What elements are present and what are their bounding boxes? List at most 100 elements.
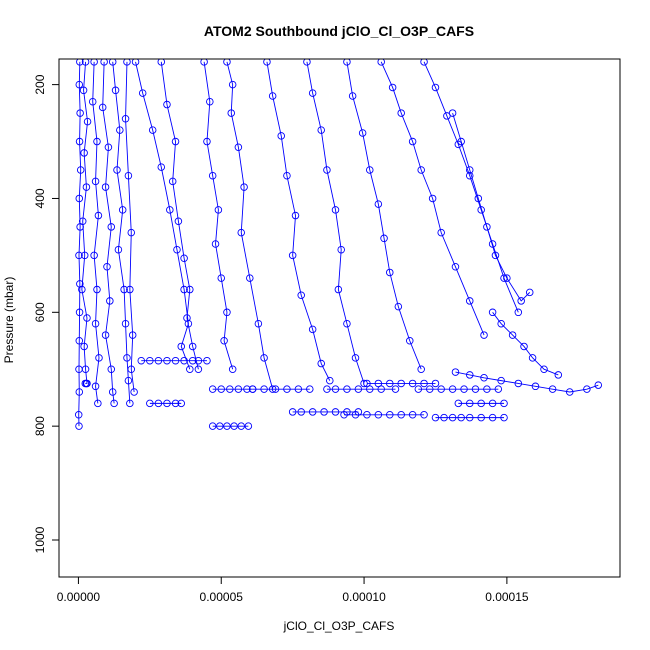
data-point <box>420 379 428 388</box>
data-point <box>374 200 383 208</box>
data-point <box>120 285 128 294</box>
data-point <box>488 399 497 408</box>
data-point <box>243 385 251 393</box>
data-point <box>208 422 217 430</box>
data-point <box>214 206 223 214</box>
data-point <box>88 97 97 106</box>
data-point <box>217 385 225 393</box>
data-point <box>303 59 311 66</box>
data-point <box>340 411 348 419</box>
profile-series <box>488 308 563 379</box>
data-point <box>206 97 214 106</box>
data-point <box>260 385 268 393</box>
data-point <box>227 109 235 117</box>
data-point <box>168 177 177 186</box>
profile-series <box>448 109 534 305</box>
data-point <box>223 308 231 317</box>
data-point <box>114 245 123 254</box>
data-point <box>75 194 84 203</box>
data-point <box>386 268 394 277</box>
data-point <box>374 411 383 419</box>
data-point <box>174 217 183 225</box>
profile-series <box>303 59 368 388</box>
data-point <box>386 411 394 419</box>
data-point <box>408 411 417 419</box>
data-point <box>554 371 563 379</box>
data-point <box>331 408 340 416</box>
data-point <box>148 126 157 134</box>
data-point <box>208 385 217 393</box>
data-point <box>82 379 91 388</box>
data-point <box>83 314 91 322</box>
data-point <box>93 285 101 294</box>
data-point <box>457 137 465 146</box>
data-point <box>94 211 103 220</box>
data-point <box>177 399 185 408</box>
y-axis: 200 400 600 800 1000 <box>33 74 60 553</box>
data-point <box>95 354 103 362</box>
y-tick-label: 1000 <box>33 526 47 553</box>
data-point <box>78 217 87 225</box>
data-point <box>234 385 243 393</box>
data-point <box>308 89 317 97</box>
data-point <box>91 177 100 186</box>
data-point <box>391 385 400 393</box>
data-point <box>246 274 254 282</box>
data-point <box>514 379 523 388</box>
profile-series <box>323 385 400 393</box>
data-point <box>111 86 120 95</box>
data-point <box>466 297 474 305</box>
data-point <box>163 356 171 365</box>
x-axis: 0.00000 0.00005 0.00010 0.00015 <box>57 576 529 604</box>
data-point <box>75 308 84 317</box>
data-point <box>457 413 465 422</box>
profile-series <box>340 411 428 419</box>
data-point <box>123 59 131 66</box>
data-point <box>263 59 271 66</box>
data-point <box>101 183 110 191</box>
data-point <box>130 388 138 396</box>
data-point <box>75 137 84 146</box>
data-point <box>420 59 428 66</box>
data-point <box>351 354 360 362</box>
data-point <box>171 137 180 146</box>
data-point <box>358 129 367 137</box>
data-point <box>90 251 98 260</box>
data-point <box>98 103 107 112</box>
data-point <box>437 385 445 393</box>
data-point <box>394 302 403 311</box>
data-point <box>480 331 488 339</box>
data-point <box>180 254 188 262</box>
data-point <box>497 376 505 385</box>
data-point <box>146 356 154 365</box>
data-point <box>173 245 181 254</box>
profile-series <box>98 59 118 408</box>
profile-series <box>208 422 253 430</box>
data-point <box>397 411 405 419</box>
x-tick-label: 0.00015 <box>485 590 529 604</box>
data-point <box>291 211 300 220</box>
profile-line <box>160 61 199 370</box>
data-point <box>448 385 457 393</box>
data-point <box>75 337 84 345</box>
profile-series <box>200 59 237 373</box>
data-point <box>194 356 203 365</box>
data-point <box>234 143 243 151</box>
data-point <box>408 137 417 146</box>
data-point <box>477 413 485 422</box>
profile-line <box>306 61 365 384</box>
data-point <box>431 83 440 92</box>
data-point <box>163 399 171 408</box>
data-point <box>488 308 497 317</box>
profile-line <box>452 112 531 302</box>
data-point <box>428 194 437 203</box>
data-point <box>110 399 118 408</box>
data-point <box>540 365 548 373</box>
data-point <box>217 274 225 282</box>
data-point <box>80 342 88 351</box>
data-point <box>101 331 110 339</box>
data-point <box>163 100 171 109</box>
profile-series <box>248 385 314 393</box>
data-point <box>363 379 371 388</box>
data-point <box>426 385 434 393</box>
